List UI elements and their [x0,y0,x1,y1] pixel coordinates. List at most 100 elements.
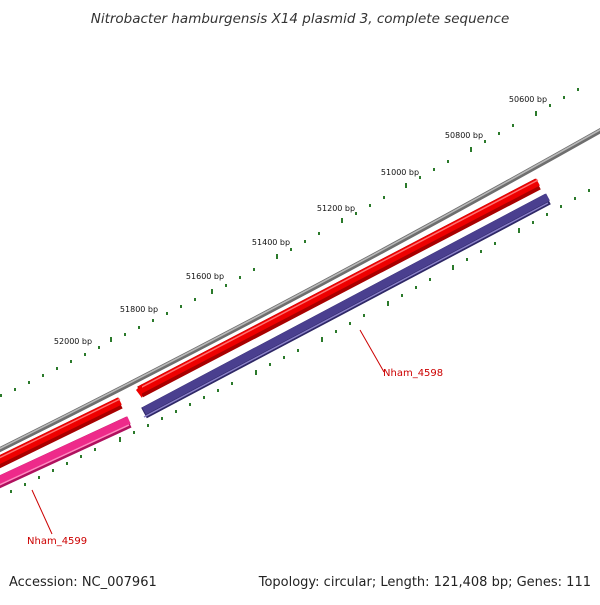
label-leader-line [359,329,385,373]
inner-tick [297,349,299,352]
inner-tick [203,396,205,399]
inner-tick [38,476,40,479]
map-title: Nitrobacter hamburgensis X14 plasmid 3, … [91,11,510,27]
ruler-tick [577,88,579,91]
ruler-tick [535,111,537,116]
ruler-label: 51000 bp [381,168,419,177]
ruler-tick [152,319,154,322]
ruler-tick [14,388,16,391]
inner-tick [66,462,68,465]
ruler-tick [70,360,72,363]
ruler-label: 51400 bp [252,238,290,247]
ruler-tick [512,124,514,127]
ruler-tick [419,176,421,179]
gene-label-text: Nham_4599 [27,536,87,547]
ruler-tick [484,140,486,143]
ruler-tick [56,367,58,370]
ruler-tick [369,204,371,207]
ruler-tick [180,305,182,308]
inner-tick [24,483,26,486]
inner-tick [466,258,468,261]
inner-ruler-ticks [10,189,590,493]
ruler-label: 50800 bp [445,131,483,140]
inner-tick [335,330,337,333]
ruler-tick [355,212,357,215]
ruler-ticks [0,88,579,397]
inner-tick [452,265,454,270]
ruler-tick [138,326,140,329]
inner-tick [119,437,121,442]
gene-label-nham-4598[interactable]: Nham_4598 [359,329,443,379]
ruler-tick [98,346,100,349]
inner-tick [387,301,389,306]
gene-nham-4599-forward[interactable] [0,397,123,469]
ruler-tick [498,132,500,135]
ruler-tick [28,381,30,384]
ruler-tick [318,232,320,235]
inner-tick [574,197,576,200]
label-leader-line [31,489,53,535]
ruler-tick [304,240,306,243]
ruler-tick [383,196,385,199]
inner-tick [133,431,135,434]
ruler-label: 51800 bp [120,305,158,314]
ruler-tick [341,218,343,223]
ruler-tick [290,248,292,251]
inner-tick [349,322,351,325]
ruler-tick [211,289,213,294]
ruler-tick [42,374,44,377]
inner-tick [429,278,431,281]
inner-tick [546,213,548,216]
ruler-tick [563,96,565,99]
inner-tick [161,417,163,420]
gene-label-nham-4599[interactable]: Nham_4599 [27,489,87,547]
ruler-label: 50600 bp [509,95,547,104]
ruler-label: 51600 bp [186,272,224,281]
ruler-tick [549,104,551,107]
inner-tick [175,410,177,413]
inner-tick [560,205,562,208]
inner-tick [283,356,285,359]
sequence-summary-text: Topology: circular; Length: 121,408 bp; … [258,575,591,590]
gene-nham-4599-reverse[interactable] [0,416,132,489]
ruler-tick [239,276,241,279]
inner-tick [415,286,417,289]
inner-tick [269,363,271,366]
inner-tick [494,242,496,245]
ruler-tick [84,353,86,356]
inner-tick [147,424,149,427]
gene-nham-4598-reverse[interactable] [141,193,551,419]
ruler-tick [225,284,227,287]
ruler-tick [405,183,407,188]
ruler-tick [433,168,435,171]
gene-nham-4598-forward[interactable] [136,178,541,398]
inner-tick [588,189,590,192]
ruler-tick [447,160,449,163]
inner-tick [401,294,403,297]
ruler-tick [253,268,255,271]
inner-tick [231,382,233,385]
ruler-tick [0,394,2,397]
gene-label-text: Nham_4598 [383,368,443,379]
inner-tick [189,403,191,406]
inner-tick [532,221,534,224]
ruler-tick [470,147,472,152]
ruler-tick [124,333,126,336]
inner-tick [52,469,54,472]
inner-tick [255,370,257,375]
ruler-label: 51200 bp [317,204,355,213]
ruler-tick [110,337,112,342]
inner-tick [80,455,82,458]
inner-tick [518,228,520,233]
ruler-tick [276,254,278,259]
inner-tick [480,250,482,253]
ruler-tick [194,298,196,301]
inner-tick [321,337,323,342]
ruler-label: 52000 bp [54,337,92,346]
outer-ruler: 50600 bp 50800 bp 51000 bp 51200 bp 5140… [0,88,579,397]
inner-tick [217,389,219,392]
ruler-tick [166,312,168,315]
backbone-arc [0,127,600,453]
